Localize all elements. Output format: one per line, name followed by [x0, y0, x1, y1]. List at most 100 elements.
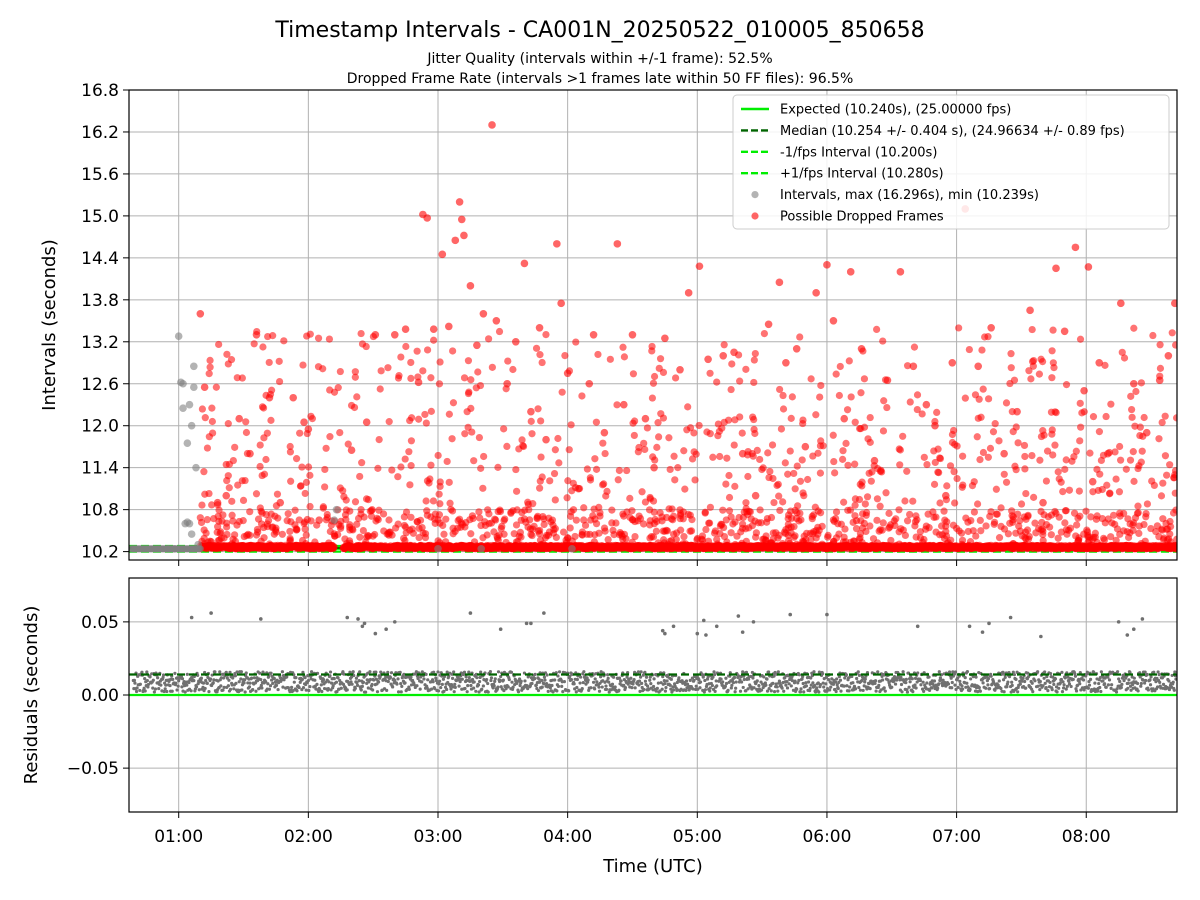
dropped-frame-point — [666, 537, 674, 545]
top-y-tick-label: 16.8 — [81, 81, 119, 101]
dropped-frame-point — [1142, 509, 1150, 518]
dropped-frame-point — [1012, 529, 1020, 537]
residual-point — [239, 677, 243, 681]
dropped-frame-point — [252, 490, 261, 498]
dropped-frame-point — [540, 520, 548, 529]
dropped-frame-point — [406, 481, 414, 489]
dropped-frame-point — [713, 535, 721, 544]
dropped-frame-point — [306, 502, 314, 511]
dropped-frame-point — [943, 482, 951, 490]
interval-point — [170, 545, 179, 553]
residual-point — [315, 682, 319, 686]
dropped-frame-point — [465, 388, 473, 396]
dropped-frame-point — [934, 468, 942, 476]
residual-point — [396, 677, 400, 681]
dropped-frame-point — [1055, 475, 1063, 483]
dropped-frame-point — [265, 358, 273, 367]
dropped-frame-point — [799, 419, 807, 428]
dropped-frame-point — [650, 463, 658, 472]
dropped-frame-point — [451, 236, 460, 245]
dropped-frame-point — [250, 340, 258, 348]
dropped-frame-point — [603, 487, 611, 496]
dropped-frame-point — [1076, 335, 1085, 343]
dropped-frame-point — [776, 385, 784, 394]
dropped-frame-point — [901, 497, 909, 505]
interval-point — [192, 463, 200, 472]
dropped-frame-point — [542, 331, 550, 339]
interval-point — [568, 545, 576, 553]
dropped-frame-point — [567, 512, 575, 520]
dropped-frame-point — [1048, 374, 1056, 382]
dropped-frame-point — [436, 482, 444, 491]
dropped-frame-point — [812, 534, 820, 542]
dropped-frame-point — [563, 369, 572, 378]
dropped-frame-point — [1007, 350, 1015, 358]
residual-point — [355, 683, 360, 687]
dropped-frame-point — [390, 330, 399, 339]
dropped-frame-point — [631, 532, 639, 541]
residual-point — [187, 680, 191, 685]
dropped-frame-point — [824, 533, 832, 541]
dropped-frame-point — [206, 363, 214, 371]
dropped-frame-point — [744, 472, 752, 481]
dropped-frame-point — [407, 437, 416, 445]
dropped-frame-point — [278, 530, 286, 538]
interval-point — [477, 545, 486, 553]
dropped-frame-point — [1021, 465, 1029, 473]
dropped-frame-point — [460, 231, 468, 240]
dropped-frame-point — [488, 363, 496, 371]
dropped-frame-point — [442, 515, 450, 523]
dropped-frame-point — [906, 398, 914, 406]
residual-point — [254, 689, 258, 693]
dropped-frame-point — [731, 482, 739, 490]
dropped-frame-point — [527, 530, 535, 538]
dropped-frame-point — [816, 469, 825, 477]
dropped-frame-point — [858, 538, 866, 547]
dropped-frame-point — [723, 454, 731, 462]
dropped-frame-point — [895, 540, 903, 548]
dropped-frame-point — [847, 393, 855, 401]
dropped-frame-point — [666, 465, 674, 474]
dropped-frame-point — [1124, 533, 1133, 542]
dropped-frame-point — [940, 507, 948, 515]
residual-point — [358, 670, 362, 674]
residual-point — [320, 689, 324, 694]
residual-point — [295, 689, 299, 693]
dropped-frame-point — [867, 477, 875, 485]
dropped-frame-point — [774, 480, 782, 488]
dropped-frame-point — [641, 414, 650, 423]
dropped-frame-point — [205, 370, 213, 378]
dropped-frame-point — [665, 434, 673, 442]
dropped-frame-point — [1112, 536, 1120, 544]
dropped-frame-point — [1063, 530, 1071, 538]
dropped-frame-point — [938, 531, 947, 539]
dropped-frame-point — [214, 512, 222, 520]
dropped-frame-point — [600, 428, 609, 437]
residual-point — [143, 689, 147, 693]
dropped-frame-point — [488, 121, 496, 129]
dropped-frame-point — [367, 507, 376, 515]
residual-point — [266, 682, 270, 686]
dropped-frame-point — [461, 430, 469, 438]
dropped-frame-point — [306, 471, 314, 479]
dropped-frame-point — [1155, 435, 1163, 443]
residual-point — [407, 687, 411, 692]
dropped-frame-point — [1084, 263, 1093, 271]
dropped-frame-point — [1000, 449, 1008, 458]
dropped-frame-point — [1129, 448, 1137, 456]
dropped-frame-point — [423, 214, 431, 222]
dropped-frame-point — [268, 386, 276, 394]
dropped-frame-point — [868, 468, 876, 476]
dropped-frame-point — [784, 515, 792, 523]
residual-point — [372, 678, 376, 682]
dropped-frame-point — [388, 466, 396, 474]
dropped-frame-point — [913, 516, 921, 524]
residual-points — [131, 611, 1178, 694]
dropped-frame-point — [728, 360, 736, 368]
dropped-frame-point — [936, 454, 945, 463]
dropped-frame-point — [374, 515, 382, 524]
residual-point — [199, 676, 203, 680]
dropped-frame-point — [343, 540, 351, 548]
dropped-frame-point — [1137, 379, 1145, 387]
dropped-frame-point — [385, 516, 393, 524]
